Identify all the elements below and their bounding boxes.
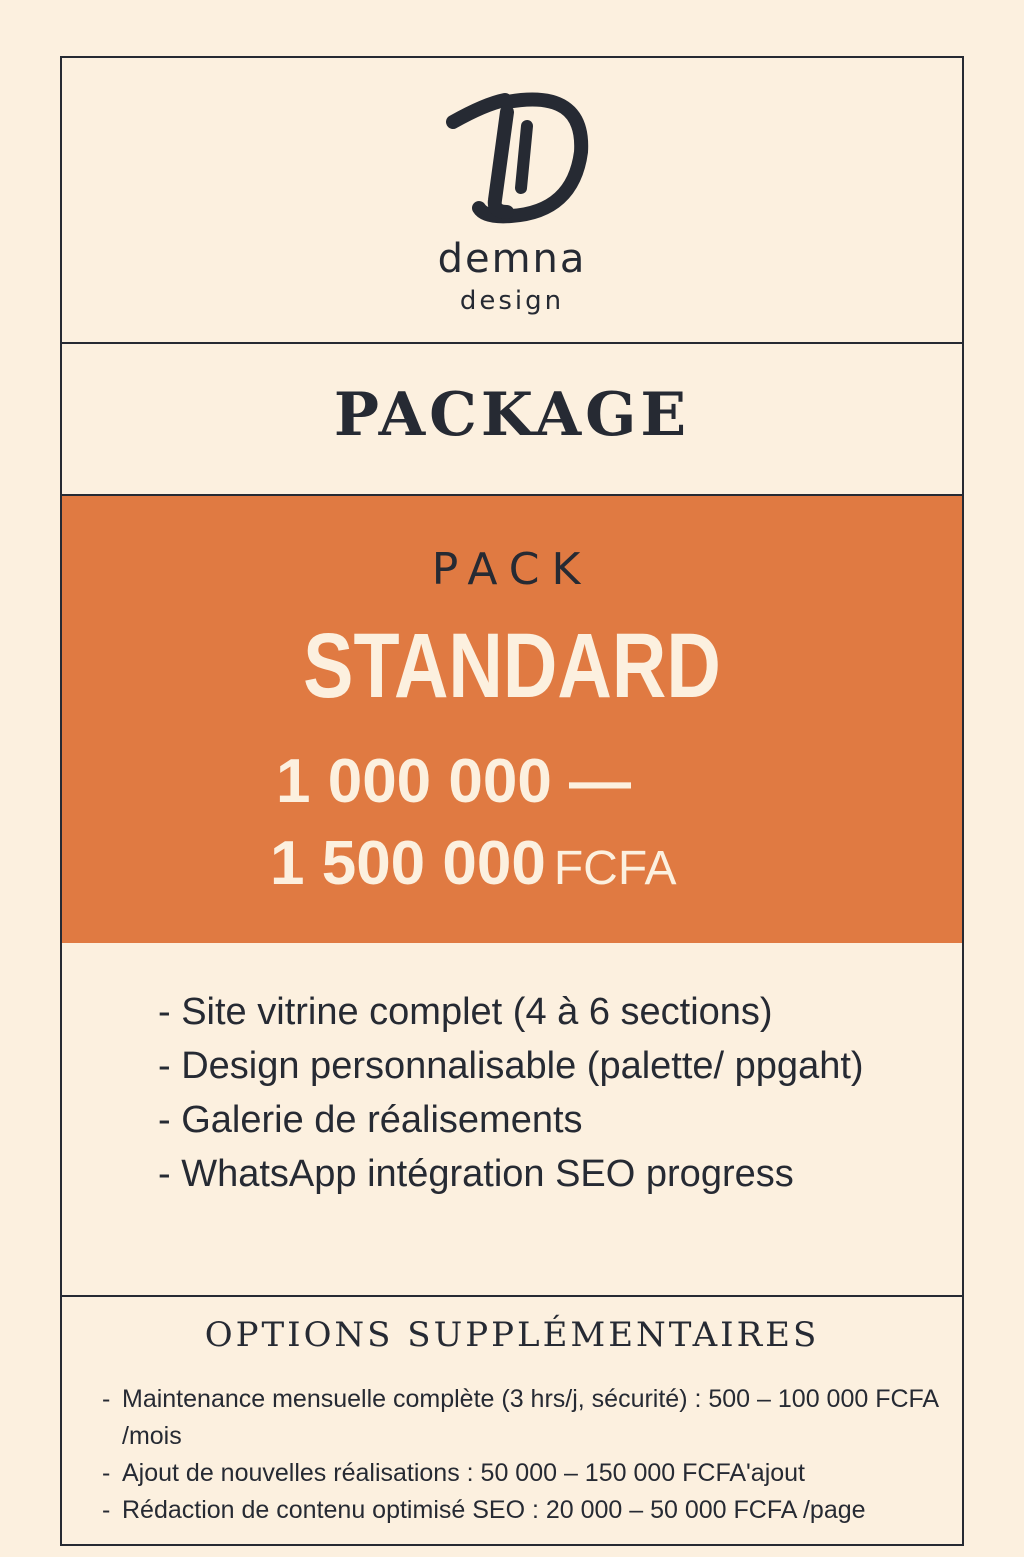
features-section: - Site vitrine complet (4 à 6 sections) … bbox=[62, 943, 962, 1297]
option-item: - Maintenance mensuelle complète (3 hrs/j… bbox=[102, 1381, 942, 1455]
option-text: Rédaction de contenu optimisé SEO : 20 0… bbox=[122, 1496, 866, 1524]
price-min: 1 000 000 — bbox=[276, 747, 632, 816]
feature-item: - Site vitrine complet (4 à 6 sections) bbox=[158, 991, 773, 1033]
pricing-card: demna design PACKAGE PACK STANDARD 1 000… bbox=[60, 56, 964, 1546]
option-text: Ajout de nouvelles réalisations : 50 000… bbox=[122, 1459, 805, 1487]
feature-item: - WhatsApp intégration SEO progress bbox=[158, 1153, 794, 1195]
option-item: - Rédaction de contenu optimisé SEO : 20 … bbox=[102, 1492, 942, 1529]
feature-list: - Site vitrine complet (4 à 6 sections) … bbox=[158, 985, 878, 1201]
options-list: - Maintenance mensuelle complète (3 hrs/j… bbox=[102, 1381, 942, 1529]
brand-subtitle: design bbox=[459, 286, 565, 316]
offer-banner: PACK STANDARD 1 000 000 — 1 500 000 FCFA bbox=[62, 496, 962, 943]
bullet-dash: - bbox=[102, 1496, 111, 1524]
option-text: Maintenance mensuelle complète (3 hrs/j,… bbox=[122, 1385, 938, 1450]
bullet-dash: - bbox=[102, 1385, 111, 1413]
bullet-dash: - bbox=[102, 1459, 111, 1487]
offer-label: PACK bbox=[431, 544, 593, 595]
option-item: - Ajout de nouvelles réalisations : 50 00… bbox=[102, 1455, 942, 1492]
brand-name: demna bbox=[437, 236, 587, 282]
options-title: OPTIONS SUPPLÉMENTAIRES bbox=[204, 1315, 820, 1355]
price-max: 1 500 000 bbox=[270, 829, 546, 898]
feature-item: - Design personnalisable (palette/ ppgah… bbox=[158, 1045, 864, 1087]
options-section: OPTIONS SUPPLÉMENTAIRES - Maintenance men… bbox=[62, 1297, 962, 1557]
feature-item: - Galerie de réalisements bbox=[158, 1099, 583, 1141]
price-range-end: 1 500 000 FCFA bbox=[270, 828, 677, 899]
logo-section: demna design bbox=[62, 58, 962, 344]
package-title: PACKAGE bbox=[333, 380, 691, 450]
price-currency: FCFA bbox=[553, 842, 677, 895]
package-header: PACKAGE bbox=[62, 344, 962, 496]
offer-name: STANDARD bbox=[303, 615, 721, 717]
demna-logo-icon bbox=[446, 92, 589, 224]
